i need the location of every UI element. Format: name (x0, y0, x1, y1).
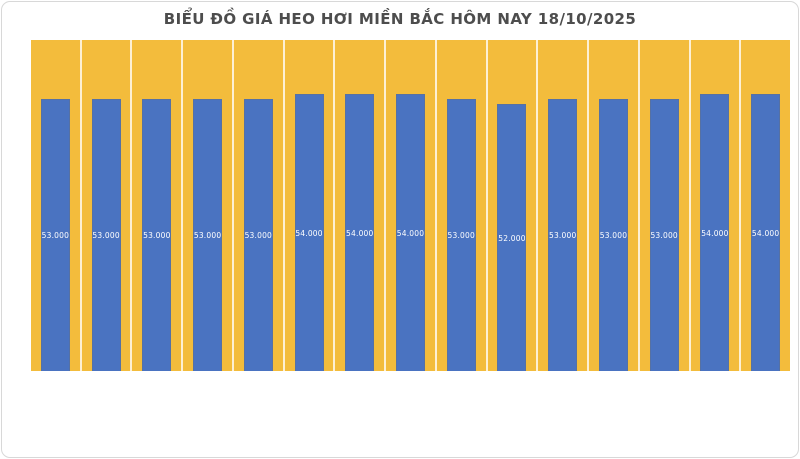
bar-value-label: 54.000 (346, 228, 374, 238)
bar-value-label: 53.000 (244, 231, 273, 240)
price-bar: 53.000 (91, 99, 121, 371)
bar-value-label: 53.000 (41, 231, 70, 240)
price-bar: 53.000 (142, 99, 172, 371)
chart-column: 53.000 (640, 40, 691, 371)
x-axis-labels: CAO BẰNGTHÁI NGUYÊNLẠNG SƠNQUẢNG NINHBẮC… (2, 371, 800, 459)
price-bar: 54.000 (751, 94, 781, 371)
chart-column: 53.000 (31, 40, 82, 371)
chart-column: 54.000 (741, 40, 790, 371)
price-bar: 54.000 (700, 94, 730, 371)
price-bar: 53.000 (193, 99, 223, 371)
price-bar: 54.000 (294, 94, 324, 371)
chart-column: 53.000 (538, 40, 590, 371)
bar-value-label: 54.000 (701, 228, 729, 238)
chart-column: 53.000 (132, 40, 184, 371)
bar-value-label: 53.000 (650, 231, 678, 240)
price-bar: 53.000 (598, 99, 628, 371)
chart-column: 52.000 (488, 40, 539, 371)
bar-value-label: 54.000 (396, 228, 425, 238)
chart-column: 53.000 (437, 40, 488, 371)
price-bar: 53.000 (243, 99, 273, 371)
chart-column: 53.000 (234, 40, 285, 371)
bar-value-label: 53.000 (193, 231, 222, 240)
plot-area: 53.000 53.000 53.000 53.000 53.000 54.000 54.0… (31, 40, 790, 371)
price-bar: 53.000 (446, 99, 476, 371)
chart-column: 54.000 (386, 40, 437, 371)
price-bar: 53.000 (40, 99, 70, 371)
price-bar: 54.000 (396, 94, 425, 371)
bar-value-label: 53.000 (92, 231, 120, 240)
bar-value-label: 52.000 (498, 233, 526, 243)
chart-column: 53.000 (183, 40, 234, 371)
chart-title: BIỂU ĐỒ GIÁ HEO HƠI MIỀN BẮC HÔM NAY 18/… (163, 10, 637, 28)
bar-value-label: 53.000 (548, 231, 577, 240)
price-bar: 52.000 (497, 104, 527, 371)
price-bar: 54.000 (345, 94, 375, 371)
bar-value-label: 54.000 (295, 228, 323, 238)
chart-column: 54.000 (335, 40, 387, 371)
price-bar: 53.000 (649, 99, 679, 371)
chart-column: 53.000 (82, 40, 133, 371)
bar-value-label: 54.000 (751, 228, 780, 238)
bar-value-label: 53.000 (447, 231, 475, 240)
price-bar: 53.000 (548, 99, 578, 371)
chart-column: 53.000 (589, 40, 640, 371)
bar-value-label: 53.000 (599, 231, 628, 240)
bar-value-label: 53.000 (143, 231, 171, 240)
chart-column: 54.000 (691, 40, 742, 371)
chart-column: 54.000 (285, 40, 336, 371)
